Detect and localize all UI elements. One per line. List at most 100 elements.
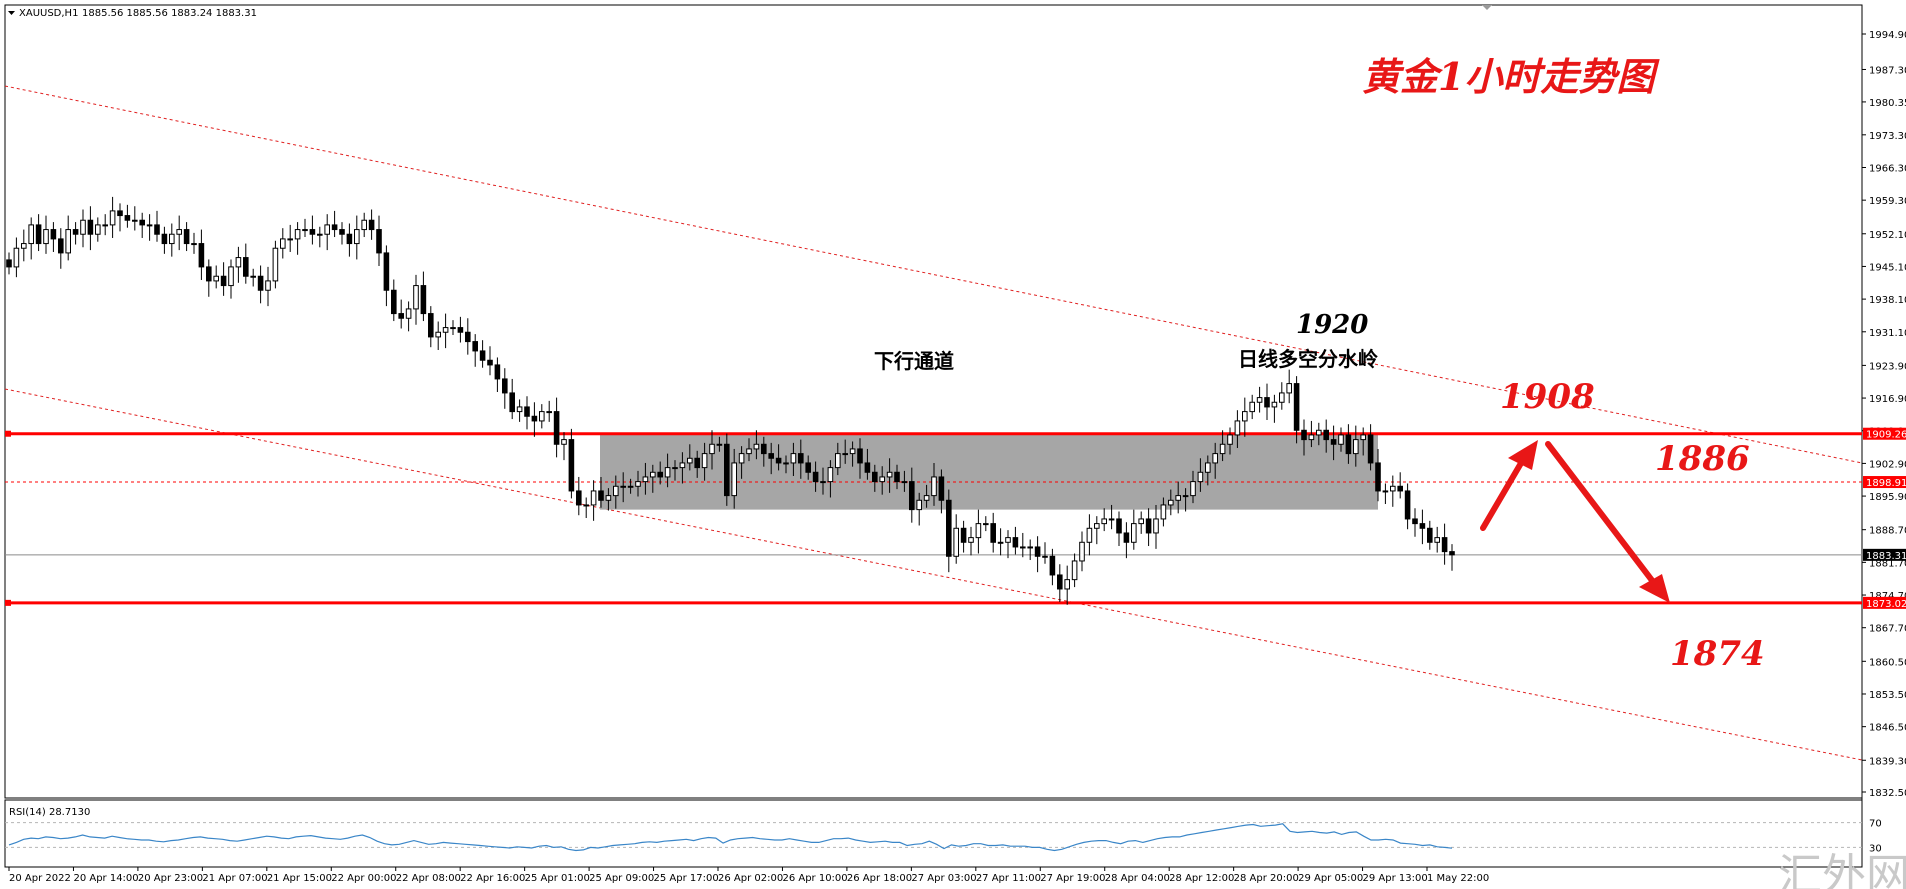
- candle-body-78: [583, 504, 589, 507]
- candle-body-84: [627, 485, 634, 488]
- candle-body-29: [220, 275, 227, 287]
- candle-body-8: [65, 229, 71, 254]
- candle-body-88: [657, 471, 663, 478]
- candle-body-55: [413, 285, 419, 310]
- candle-body-9: [72, 229, 79, 235]
- price-level-handle-3[interactable]: [5, 599, 11, 606]
- candle-body-70: [524, 406, 530, 417]
- price-level-tag-0: [1863, 427, 1906, 440]
- candle-body-154: [1145, 518, 1152, 534]
- candle-body-164: [1219, 443, 1226, 455]
- price-tick-label-16: 1881.70: [1869, 558, 1906, 569]
- candle-body-136: [1012, 537, 1019, 548]
- watermark-logo: 汇外网: [1778, 850, 1906, 889]
- time-tick-label-9: 25 Apr 09:00: [589, 873, 654, 884]
- candle-body-156: [1160, 504, 1167, 520]
- price-tick-label-15: 1888.70: [1869, 526, 1906, 537]
- candle-body-106: [790, 453, 797, 464]
- candle-body-32: [243, 257, 249, 277]
- candle-body-159: [1182, 495, 1189, 498]
- candle-body-17: [132, 219, 138, 222]
- candle-body-47: [354, 229, 360, 245]
- candle-body-120: [894, 471, 900, 483]
- candle-body-83: [620, 485, 626, 488]
- scroll-marker-triangle[interactable]: [1482, 5, 1492, 10]
- candle-body-144: [1071, 560, 1078, 581]
- price-level-tag-2: [1863, 548, 1906, 561]
- candle-body-91: [679, 462, 686, 469]
- candle-body-127: [946, 499, 952, 557]
- candle-body-143: [1064, 579, 1070, 590]
- candle-body-60: [450, 327, 456, 330]
- candle-body-177: [1316, 429, 1322, 436]
- time-tick-label-0: 20 Apr 2022: [9, 873, 71, 884]
- candle-body-74: [553, 411, 560, 445]
- candle-body-119: [886, 471, 893, 478]
- candle-body-181: [1345, 434, 1352, 455]
- candle-body-172: [1279, 392, 1285, 403]
- candle-body-102: [761, 443, 767, 455]
- price-tick-label-20: 1853.50: [1869, 690, 1906, 701]
- candle-body-171: [1271, 401, 1278, 408]
- candle-body-44: [331, 224, 338, 231]
- candle-body-18: [139, 219, 145, 226]
- candle-body-45: [339, 229, 345, 235]
- channel-lower-line: [4, 388, 1863, 761]
- candle-body-193: [1434, 537, 1440, 543]
- arrow-up-shaft: [1480, 455, 1527, 531]
- arrow-down-head: [1639, 574, 1670, 603]
- target-1908-annotation: 1908: [1500, 377, 1595, 417]
- candle-body-81: [605, 495, 612, 501]
- candle-body-31: [235, 257, 242, 268]
- ohlc-header: 1885.56 1885.56 1883.24 1883.31: [82, 8, 257, 19]
- candle-body-7: [58, 238, 64, 254]
- candle-body-124: [923, 495, 930, 501]
- candle-body-123: [916, 499, 922, 511]
- candle-body-56: [420, 285, 427, 315]
- time-tick-label-18: 28 Apr 12:00: [1169, 873, 1234, 884]
- candle-body-10: [80, 219, 86, 235]
- price-tick-label-23: 1832.50: [1869, 788, 1906, 799]
- candle-body-138: [1027, 546, 1033, 549]
- candle-body-38: [287, 238, 293, 241]
- time-tick-label-14: 27 Apr 03:00: [911, 873, 976, 884]
- time-tick-label-6: 22 Apr 08:00: [396, 873, 461, 884]
- candle-body-169: [1256, 397, 1263, 403]
- candle-body-22: [169, 233, 175, 245]
- candle-body-5: [43, 229, 49, 245]
- candle-body-73: [546, 411, 552, 414]
- candle-body-182: [1353, 439, 1359, 455]
- candle-body-97: [724, 443, 730, 497]
- candle-body-125: [931, 476, 937, 497]
- candle-body-67: [502, 378, 508, 394]
- price-tick-label-17: 1874.70: [1869, 591, 1906, 602]
- candle-body-147: [1094, 523, 1100, 529]
- candle-body-16: [124, 215, 131, 221]
- price-level-tags: 1909.26 1898.91 1883.31 1873.02: [1863, 427, 1906, 610]
- price-tick-label-21: 1846.50: [1869, 723, 1906, 734]
- candle-body-176: [1308, 434, 1315, 441]
- price-level-handle-0[interactable]: [5, 430, 11, 437]
- candle-body-168: [1249, 401, 1255, 413]
- candle-body-175: [1301, 429, 1307, 441]
- price-tick-label-9: 1931.10: [1869, 328, 1906, 339]
- candle-body-49: [368, 219, 375, 231]
- candle-body-14: [109, 210, 116, 226]
- peak-1920-annotation: 1920: [1296, 310, 1368, 340]
- candle-body-100: [746, 448, 752, 455]
- candle-body-192: [1427, 527, 1433, 543]
- candle-body-42: [317, 233, 323, 236]
- candle-body-130: [968, 537, 974, 543]
- candle-body-166: [1234, 420, 1241, 436]
- candle-body-58: [435, 331, 441, 338]
- candle-body-113: [842, 453, 848, 456]
- price-tick-label-13: 1902.90: [1869, 459, 1906, 470]
- candle-body-162: [1205, 462, 1211, 473]
- candle-body-98: [731, 462, 737, 497]
- candle-body-69: [516, 406, 523, 413]
- candle-body-11: [87, 219, 94, 235]
- price-tick-label-10: 1923.90: [1869, 361, 1906, 372]
- header-menu-triangle[interactable]: [8, 11, 15, 15]
- candle-body-36: [272, 247, 279, 282]
